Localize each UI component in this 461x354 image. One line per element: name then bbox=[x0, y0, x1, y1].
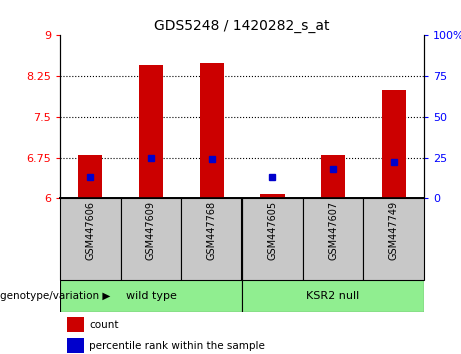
Bar bbox=[67, 338, 84, 353]
Bar bbox=[200, 63, 224, 198]
Text: genotype/variation ▶: genotype/variation ▶ bbox=[0, 291, 110, 301]
Title: GDS5248 / 1420282_s_at: GDS5248 / 1420282_s_at bbox=[154, 19, 330, 33]
Bar bbox=[181, 198, 242, 280]
Text: GSM447605: GSM447605 bbox=[267, 201, 278, 260]
Bar bbox=[303, 198, 363, 280]
Bar bbox=[242, 198, 303, 280]
Bar bbox=[121, 198, 181, 280]
Text: GSM447606: GSM447606 bbox=[85, 201, 95, 260]
Bar bbox=[78, 155, 102, 198]
Text: GSM447768: GSM447768 bbox=[207, 201, 217, 260]
Bar bbox=[363, 198, 424, 280]
Text: count: count bbox=[89, 320, 118, 330]
Bar bbox=[60, 280, 242, 312]
Text: KSR2 null: KSR2 null bbox=[307, 291, 360, 301]
Text: wild type: wild type bbox=[125, 291, 177, 301]
Text: GSM447609: GSM447609 bbox=[146, 201, 156, 260]
Text: GSM447749: GSM447749 bbox=[389, 201, 399, 260]
Bar bbox=[382, 90, 406, 198]
Bar bbox=[260, 194, 284, 198]
Bar bbox=[60, 198, 121, 280]
Bar bbox=[139, 65, 163, 198]
Bar bbox=[321, 155, 345, 198]
Text: GSM447607: GSM447607 bbox=[328, 201, 338, 260]
Bar bbox=[67, 317, 84, 332]
Text: percentile rank within the sample: percentile rank within the sample bbox=[89, 341, 265, 351]
Bar bbox=[242, 280, 424, 312]
